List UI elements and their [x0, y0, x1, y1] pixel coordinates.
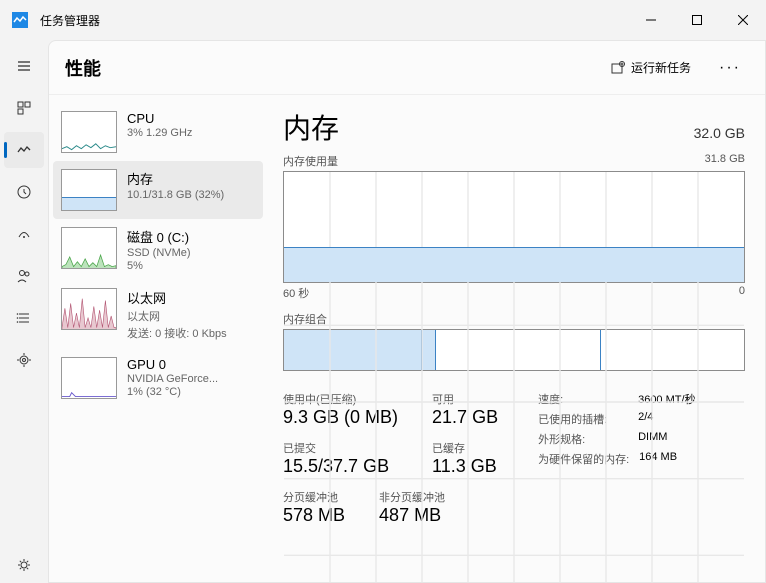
sidebar-item-sub2: 1% (32 °C) [127, 386, 218, 398]
sidebar-item-sub: 3% 1.29 GHz [127, 127, 192, 139]
detail-total: 32.0 GB [694, 125, 745, 141]
sidebar-item-disk[interactable]: 磁盘 0 (C:)SSD (NVMe)5% [53, 219, 263, 280]
sidebar-item-label: 内存 [127, 169, 224, 188]
memory-thumb [61, 169, 117, 211]
stat-paged: 分页缓冲池578 MB [283, 489, 345, 526]
nav-performance[interactable] [4, 132, 44, 168]
disk-thumb [61, 227, 117, 269]
sidebar-item-sub2: 发送: 0 接收: 0 Kbps [127, 325, 227, 341]
page-title: 性能 [65, 55, 101, 81]
cpu-thumb [61, 111, 117, 153]
run-task-icon [611, 61, 625, 75]
composition-chart[interactable] [283, 329, 745, 371]
sidebar-item-label: 以太网 [127, 288, 227, 307]
close-button[interactable] [720, 0, 766, 40]
content-header: 性能 运行新任务 ··· [49, 41, 765, 95]
sidebar-item-sub: 以太网 [127, 308, 227, 324]
sidebar-item-label: 磁盘 0 (C:) [127, 227, 191, 246]
stat-committed: 已提交15.5/37.7 GB [283, 440, 398, 477]
hamburger-button[interactable] [4, 48, 44, 84]
sidebar-item-sub: 10.1/31.8 GB (32%) [127, 189, 224, 201]
sidebar-item-ethernet[interactable]: 以太网以太网发送: 0 接收: 0 Kbps [53, 280, 263, 349]
detail-title: 内存 [283, 107, 339, 147]
sidebar-item-label: GPU 0 [127, 357, 218, 372]
sidebar-item-label: CPU [127, 111, 192, 126]
stat-in-use: 使用中(已压缩)9.3 GB (0 MB) [283, 391, 398, 428]
nav-settings[interactable] [4, 547, 44, 583]
nav-services[interactable] [4, 342, 44, 378]
window-title: 任务管理器 [40, 12, 100, 29]
nav-history[interactable] [4, 174, 44, 210]
perf-sidebar: CPU3% 1.29 GHz 内存10.1/31.8 GB (32%) 磁盘 0… [49, 95, 267, 582]
sidebar-item-gpu[interactable]: GPU 0NVIDIA GeForce...1% (32 °C) [53, 349, 263, 407]
gpu-thumb [61, 357, 117, 399]
run-task-button[interactable]: 运行新任务 [603, 55, 699, 80]
x-axis-left: 60 秒 [283, 285, 309, 301]
nav-users[interactable] [4, 258, 44, 294]
app-icon [12, 12, 28, 28]
more-button[interactable]: ··· [711, 55, 749, 81]
detail-panel: 内存 32.0 GB 内存使用量 31.8 GB 60 秒 0 内存组合 [267, 95, 765, 582]
sidebar-item-sub: SSD (NVMe) [127, 247, 191, 259]
nav-startup[interactable] [4, 216, 44, 252]
titlebar: 任务管理器 [0, 0, 766, 40]
stat-nonpaged: 非分页缓冲池487 MB [379, 489, 445, 526]
sidebar-item-memory[interactable]: 内存10.1/31.8 GB (32%) [53, 161, 263, 219]
nav-processes[interactable] [4, 90, 44, 126]
usage-chart-label: 内存使用量 [283, 153, 338, 169]
memory-info: 速度:3600 MT/秒 已使用的插槽:2/4 外形规格:DIMM 为硬件保留的… [538, 391, 695, 477]
sidebar-item-sub: NVIDIA GeForce... [127, 373, 218, 385]
usage-chart[interactable] [283, 171, 745, 283]
stat-cached: 已缓存11.3 GB [432, 440, 498, 477]
sidebar-item-cpu[interactable]: CPU3% 1.29 GHz [53, 103, 263, 161]
sidebar-item-sub2: 5% [127, 260, 191, 272]
composition-label: 内存组合 [283, 311, 745, 327]
run-task-label: 运行新任务 [631, 59, 691, 76]
ethernet-thumb [61, 288, 117, 330]
nav-details[interactable] [4, 300, 44, 336]
usage-chart-max: 31.8 GB [705, 153, 745, 169]
minimize-button[interactable] [628, 0, 674, 40]
x-axis-right: 0 [739, 285, 745, 301]
nav-rail [0, 40, 48, 583]
stat-available: 可用21.7 GB [432, 391, 498, 428]
maximize-button[interactable] [674, 0, 720, 40]
